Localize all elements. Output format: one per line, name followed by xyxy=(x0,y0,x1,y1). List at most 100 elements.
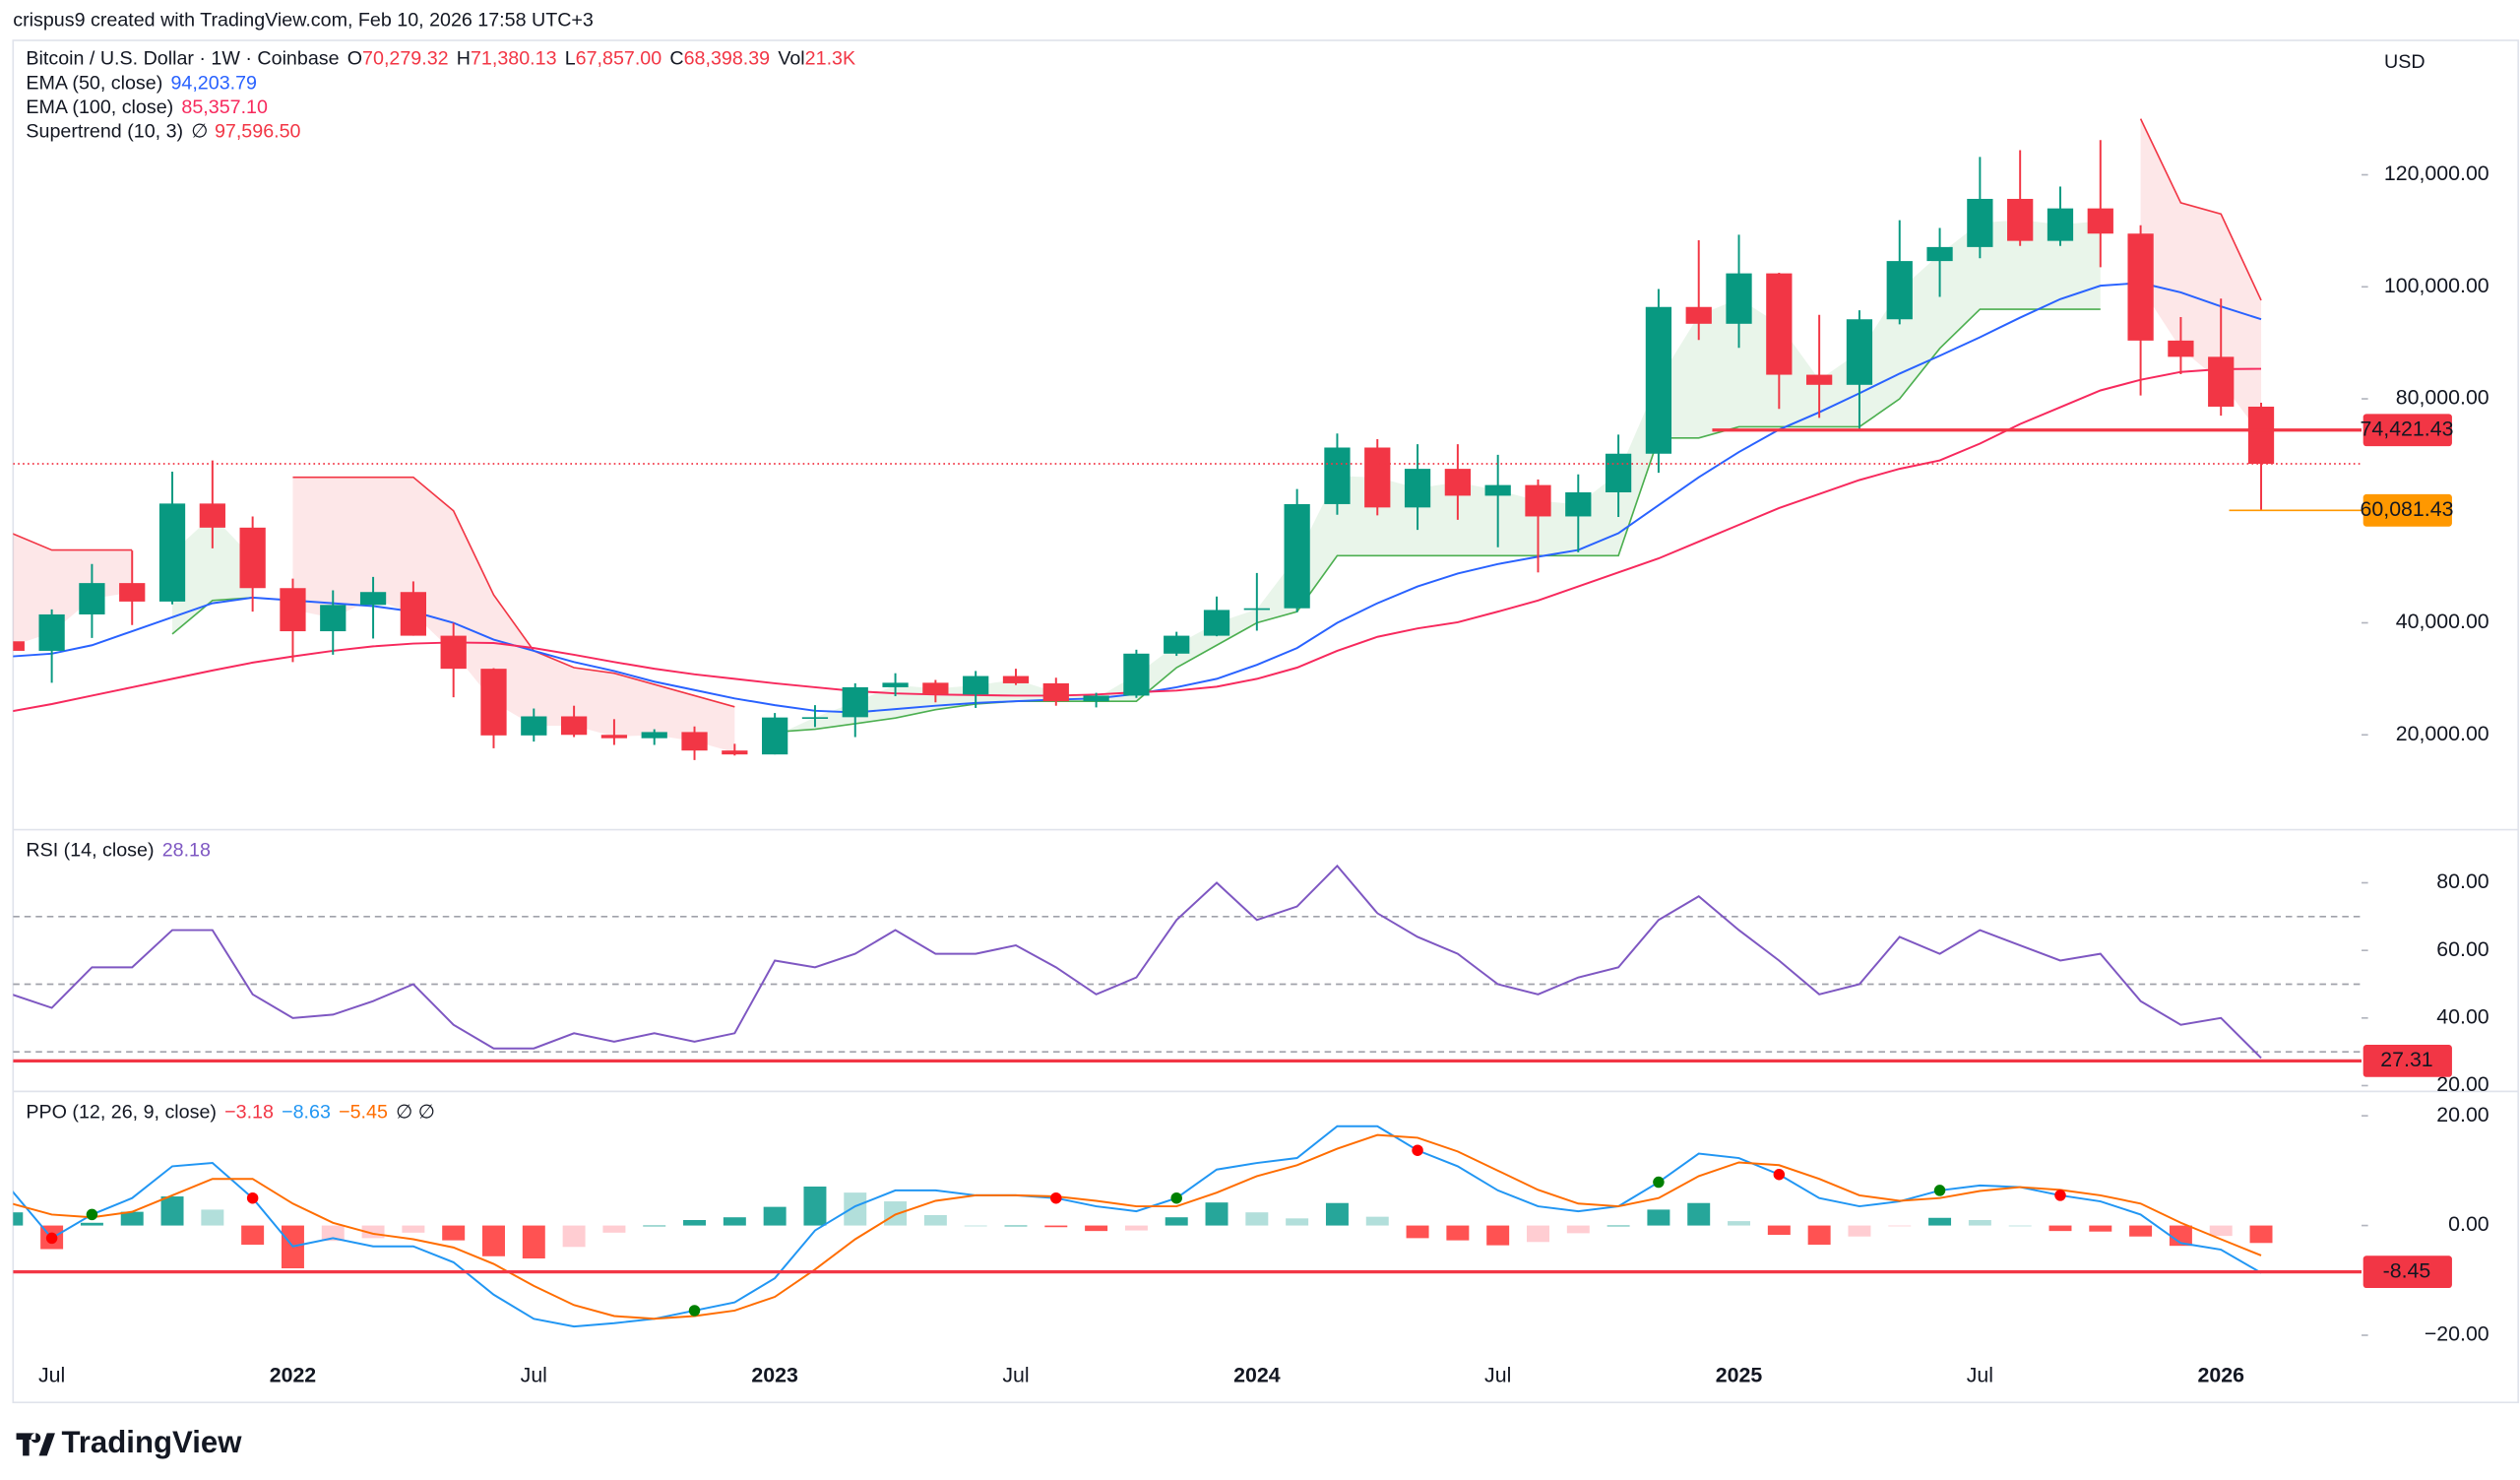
y-tick-label: 20.00 xyxy=(2436,1103,2489,1126)
histogram-bar xyxy=(1004,1225,1028,1227)
cross-dot xyxy=(2054,1190,2066,1201)
candle-body xyxy=(239,527,266,589)
legend-item: ∅ xyxy=(191,121,208,143)
candle-body xyxy=(1846,319,1873,385)
histogram-bar xyxy=(442,1225,466,1241)
histogram-bar xyxy=(964,1225,987,1227)
x-tick-label: 2022 xyxy=(270,1364,316,1387)
legend: Supertrend (10, 3) ∅ 97,596.50 xyxy=(26,121,300,143)
histogram-bar xyxy=(1165,1217,1188,1226)
ppo-line xyxy=(13,1125,2262,1328)
histogram-bar xyxy=(1406,1225,1429,1239)
histogram-bar xyxy=(844,1192,867,1226)
candle-body xyxy=(280,588,306,632)
supertrend-line xyxy=(13,118,2262,708)
price-label-box xyxy=(2362,414,2452,447)
currency[interactable]: USD xyxy=(2384,51,2426,73)
candle-body xyxy=(722,750,748,755)
histogram-bar xyxy=(241,1225,265,1246)
legend-item: 21.3K xyxy=(805,48,855,70)
legend-item: PPO (12, 26, 9, close) xyxy=(26,1102,217,1124)
legend: Bitcoin / U.S. Dollar · 1W · Coinbase O70… xyxy=(26,48,855,70)
x-tick-label: 2024 xyxy=(1233,1364,1281,1387)
logo-text: TradingView xyxy=(62,1425,243,1459)
candle-body xyxy=(1324,447,1351,504)
candle-body xyxy=(842,686,868,718)
histogram-bar xyxy=(1728,1221,1751,1226)
candle-body xyxy=(1083,695,1109,702)
ppo-line xyxy=(13,1133,2262,1320)
x-tick-label: 2025 xyxy=(1716,1364,1763,1387)
legend-item: 94,203.79 xyxy=(170,73,257,95)
candle-body xyxy=(199,503,225,528)
rsi-pane xyxy=(13,864,2362,1063)
supertrend-fill xyxy=(2140,118,2262,435)
legend: PPO (12, 26, 9, close) −3.18 −8.63 −5.45 ∅ ∅ xyxy=(26,1102,434,1124)
ppo-pane xyxy=(13,1125,2362,1328)
y-tick-label: 40.00 xyxy=(2436,1004,2489,1028)
candle-body xyxy=(963,676,989,695)
frame xyxy=(12,39,2520,1404)
legend-item: −8.63 xyxy=(282,1102,331,1124)
logo-mark xyxy=(16,1433,55,1456)
histogram-bar xyxy=(321,1225,345,1242)
cross-dot xyxy=(246,1191,259,1204)
histogram-bar xyxy=(1085,1225,1108,1232)
histogram-bar xyxy=(1566,1225,1590,1234)
price-label: 27.31 xyxy=(2380,1048,2432,1071)
histogram-bar xyxy=(1606,1225,1630,1227)
x-tick-label: Jul xyxy=(1484,1364,1511,1387)
candle-body xyxy=(1886,261,1913,320)
legend-item: Supertrend (10, 3) xyxy=(26,121,183,143)
candle-body xyxy=(1484,484,1511,496)
legend-item: L xyxy=(565,48,576,70)
candle-body xyxy=(359,592,387,606)
legend-item: −5.45 xyxy=(339,1102,388,1124)
candle-body xyxy=(1645,306,1672,454)
currency-box[interactable] xyxy=(2370,44,2514,82)
legend-item: 71,380.13 xyxy=(471,48,557,70)
histogram-bar xyxy=(1526,1225,1549,1243)
legend-item: EMA (50, close) xyxy=(26,73,162,95)
histogram-bar xyxy=(1325,1202,1349,1226)
legend-item: 68,398.39 xyxy=(684,48,771,70)
price-label-box xyxy=(2362,1255,2452,1289)
legend: EMA (100, close) 85,357.10 xyxy=(26,97,268,118)
legend-item: 85,357.10 xyxy=(181,97,268,118)
histogram-bar xyxy=(1968,1219,1991,1226)
candle-body xyxy=(480,669,507,736)
histogram-bar xyxy=(1205,1202,1228,1226)
price-label: 60,081.43 xyxy=(2361,497,2454,521)
candle-body xyxy=(600,735,628,739)
candle-body xyxy=(1685,306,1712,324)
histogram-bar xyxy=(2169,1225,2192,1247)
y-tick-label: 20,000.00 xyxy=(2396,722,2489,745)
candle-body xyxy=(641,732,667,739)
cross-dot xyxy=(86,1208,98,1221)
price-label-box xyxy=(2362,1044,2452,1077)
candle-body xyxy=(400,592,427,636)
histogram-bar xyxy=(1365,1216,1389,1226)
candle-body xyxy=(560,716,588,736)
y-tick-label: 80.00 xyxy=(2436,869,2489,893)
legend-item: Bitcoin / U.S. Dollar · 1W · Coinbase xyxy=(26,48,339,70)
candle-body xyxy=(2208,356,2235,407)
candle-body xyxy=(440,635,467,670)
candle-body xyxy=(1364,447,1391,508)
histogram-bar xyxy=(1446,1225,1470,1241)
legend-item: −3.18 xyxy=(224,1102,274,1124)
x-tick-label: Jul xyxy=(38,1364,65,1387)
candle-body xyxy=(1243,608,1270,611)
histogram-bar xyxy=(2129,1225,2153,1237)
y-tick-label: 120,000.00 xyxy=(2384,161,2489,185)
y-tick-label: −20.00 xyxy=(2425,1322,2489,1346)
candle-body xyxy=(1967,198,1993,247)
histogram-bar xyxy=(120,1211,144,1226)
histogram-bar xyxy=(1767,1225,1791,1236)
histogram-bar xyxy=(1647,1209,1670,1226)
histogram-bar xyxy=(562,1225,586,1248)
histogram-bar xyxy=(1044,1225,1068,1228)
candle-body xyxy=(762,717,788,755)
histogram-bar xyxy=(1245,1212,1269,1226)
x-tick-label: 2026 xyxy=(2197,1364,2244,1387)
